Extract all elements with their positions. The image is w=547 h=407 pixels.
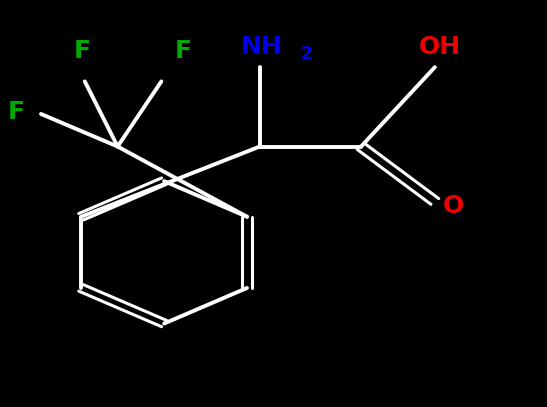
- Text: 2: 2: [301, 45, 312, 63]
- Text: O: O: [443, 194, 464, 217]
- Text: F: F: [8, 100, 25, 124]
- Text: NH: NH: [241, 35, 282, 59]
- Text: F: F: [74, 39, 91, 63]
- Text: OH: OH: [418, 35, 461, 59]
- Text: F: F: [175, 39, 192, 63]
